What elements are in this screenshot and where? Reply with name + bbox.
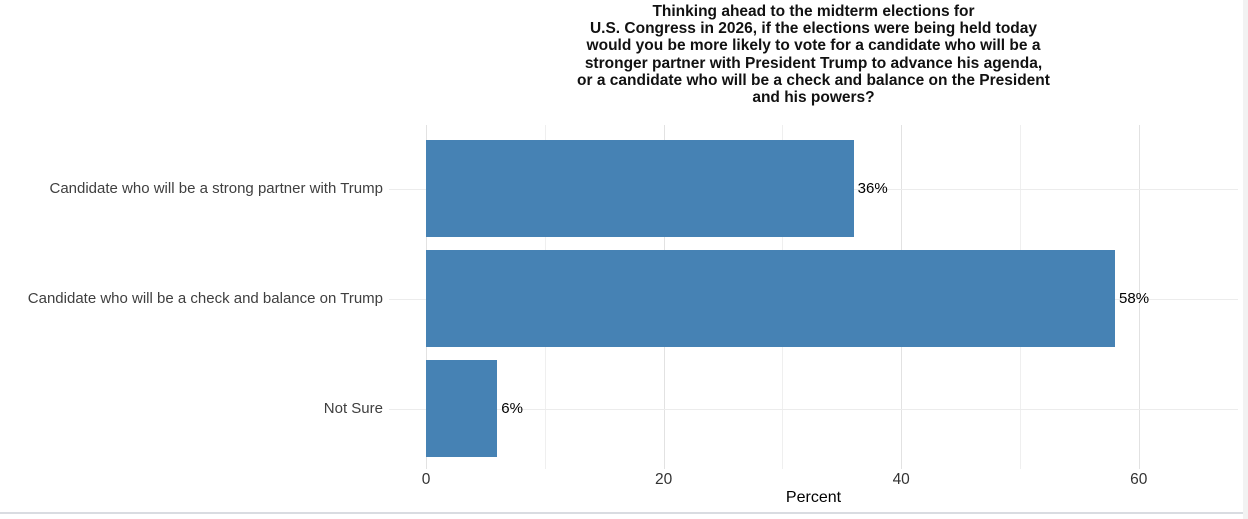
chart-title: Thinking ahead to the midterm elections … bbox=[577, 3, 1050, 107]
bar bbox=[426, 140, 854, 237]
x-tick-label: 20 bbox=[654, 471, 673, 488]
bottom-separator bbox=[0, 512, 1248, 514]
bar bbox=[426, 250, 1116, 347]
scrollbar-track bbox=[1243, 0, 1248, 519]
x-tick-label: 40 bbox=[892, 471, 910, 488]
horizontal-gridline bbox=[389, 408, 1238, 410]
bar bbox=[426, 360, 498, 457]
x-tick-label: 0 bbox=[421, 471, 431, 488]
x-axis-title: Percent bbox=[785, 489, 842, 506]
bar-value-label: 6% bbox=[501, 399, 523, 417]
x-tick-label: 60 bbox=[1130, 471, 1148, 488]
bar-value-label: 58% bbox=[1119, 289, 1150, 307]
vertical-gridline-major bbox=[1138, 125, 1140, 469]
category-label: Not Sure bbox=[323, 399, 383, 417]
bar-value-label: 36% bbox=[857, 179, 888, 197]
category-label: Candidate who will be a strong partner w… bbox=[49, 179, 383, 197]
plot-area bbox=[389, 125, 1238, 469]
category-label: Candidate who will be a check and balanc… bbox=[27, 289, 383, 307]
